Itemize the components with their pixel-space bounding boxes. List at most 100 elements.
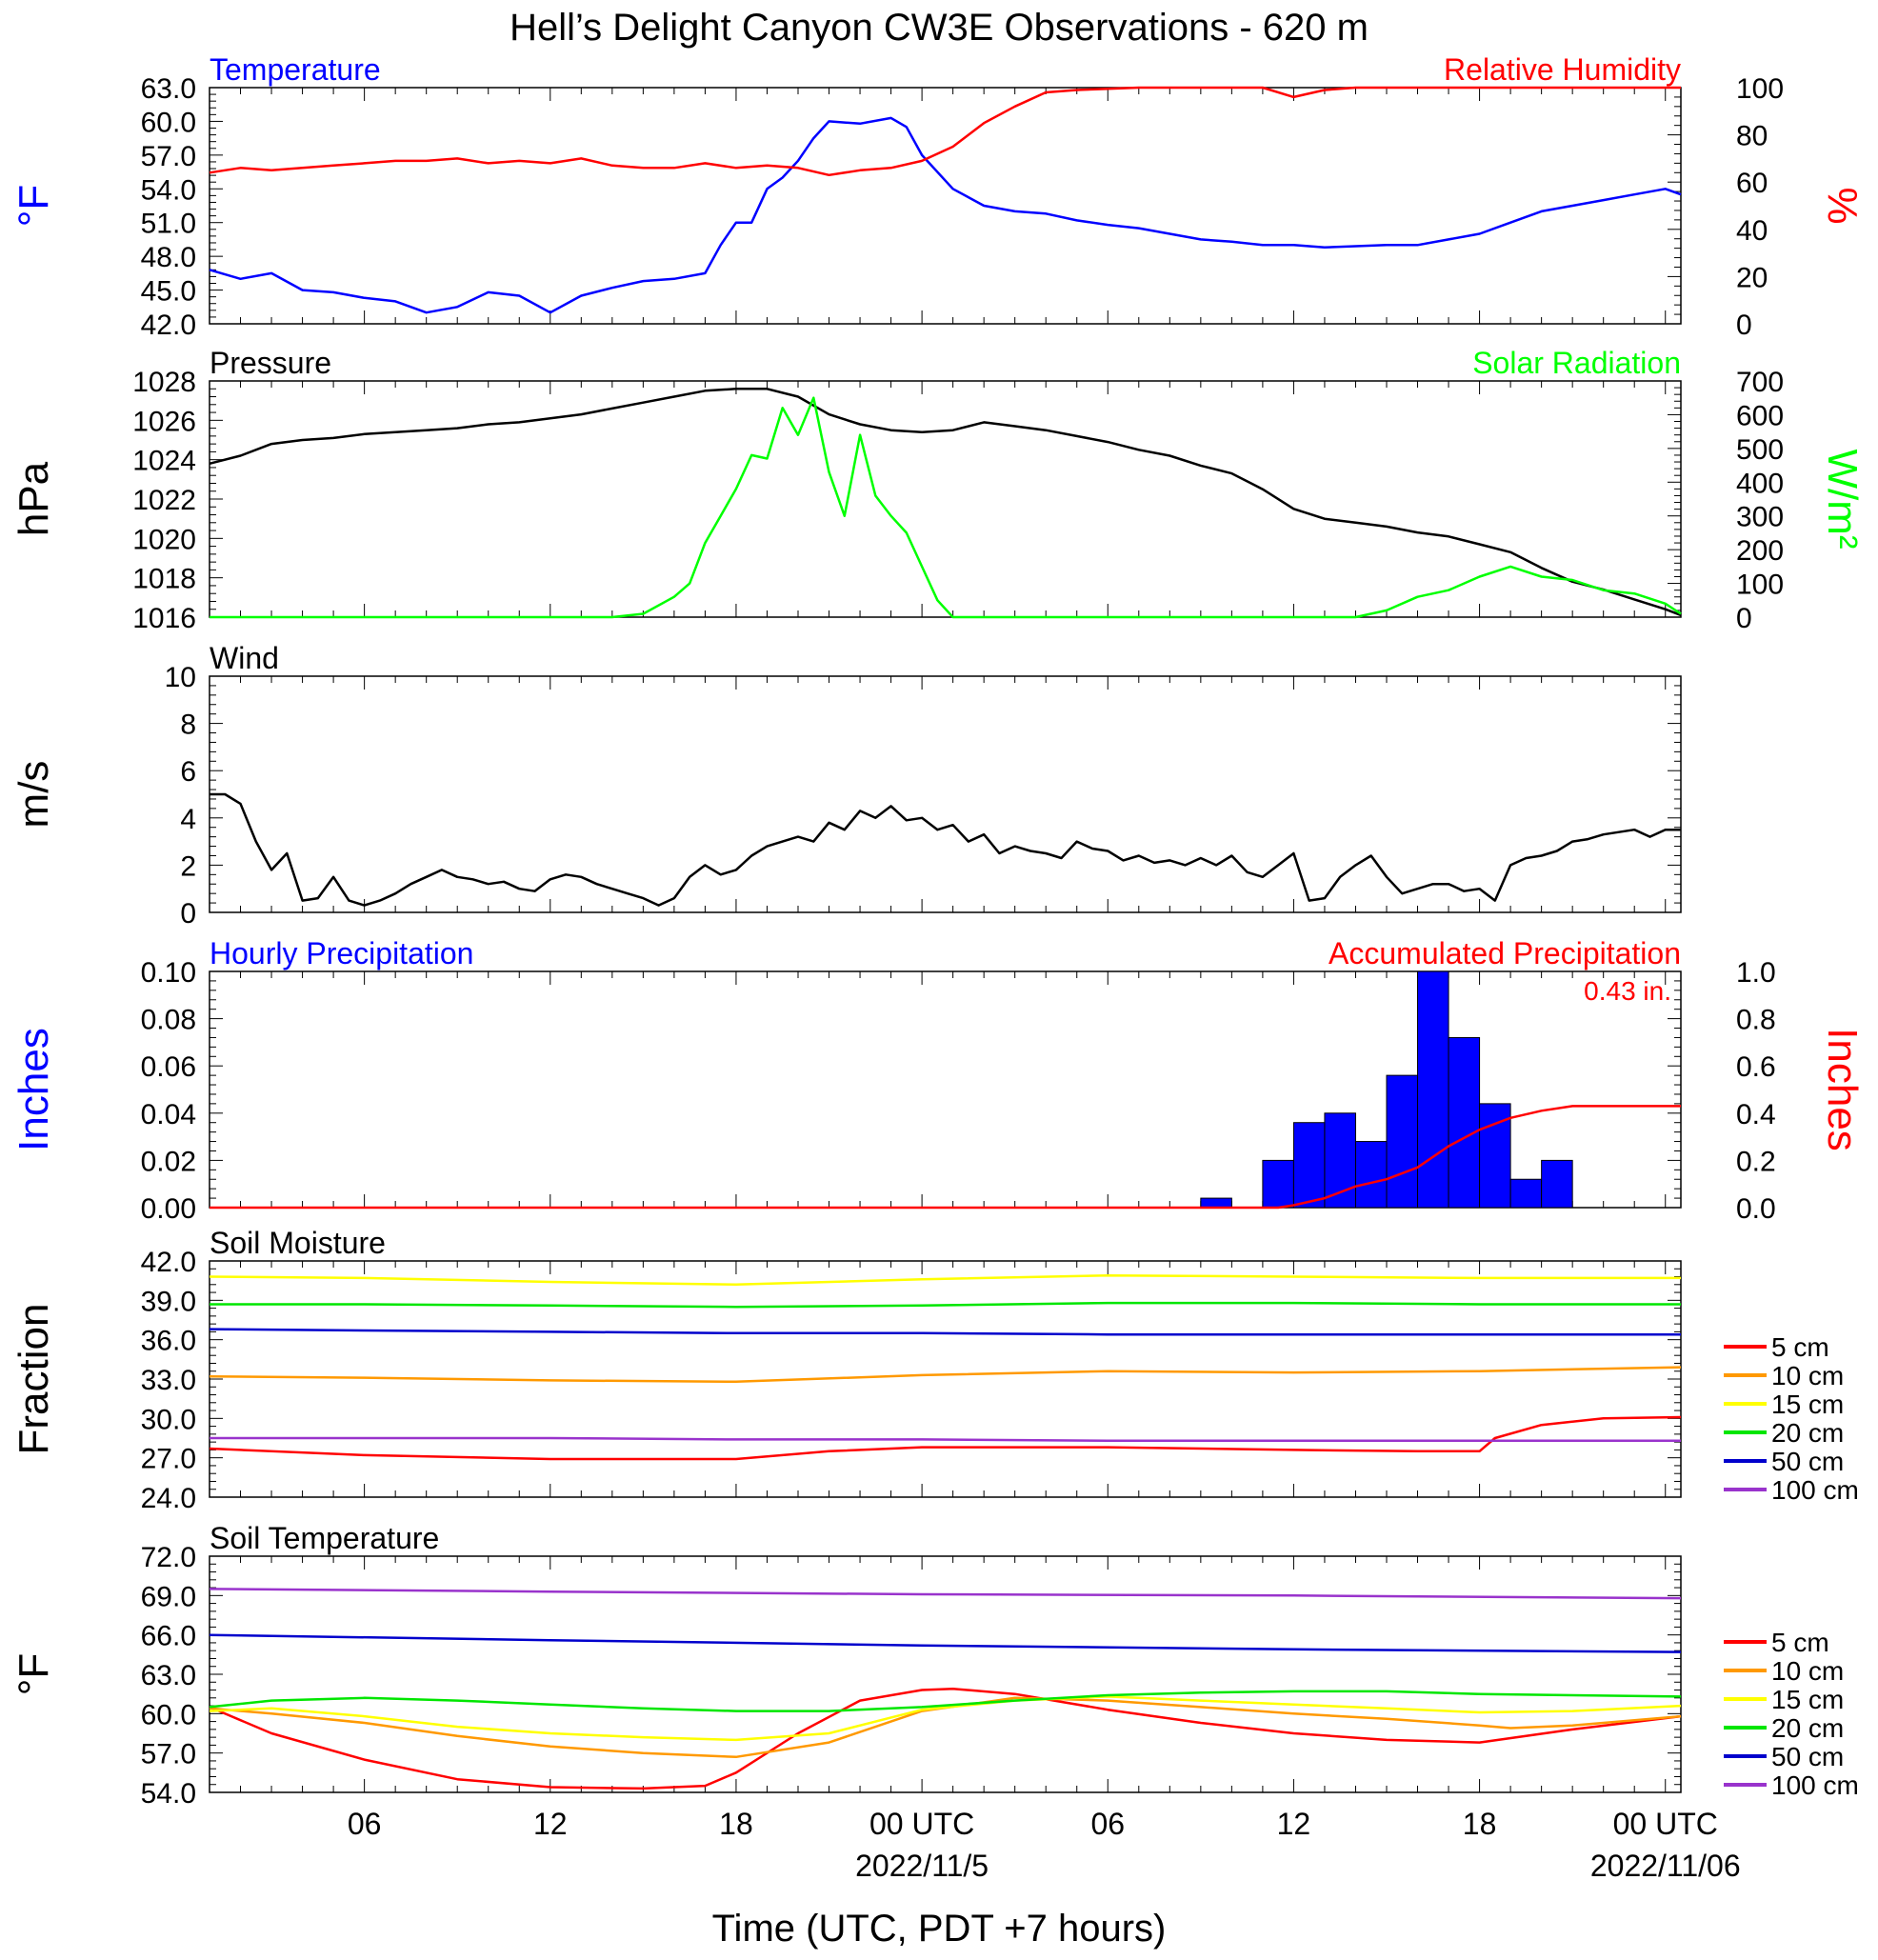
y-tick-label-right: 0.6 <box>1736 1051 1776 1083</box>
x-tick-label: 06 <box>348 1807 382 1841</box>
y-tick-label-left: 45.0 <box>141 276 196 308</box>
x-tick-label: 12 <box>1277 1807 1311 1841</box>
series-line-relative-humidity <box>209 86 1681 177</box>
y-tick-label-right: 300 <box>1736 502 1784 533</box>
series-line-10-cm <box>209 1366 1682 1384</box>
series-line-100-cm <box>209 1588 1682 1600</box>
chart-title: Hell’s Delight Canyon CW3E Observations … <box>509 7 1369 49</box>
panel-pressure_solar: 1028 1026 1024 1022 1020 1018 1016 700600500400… <box>10 346 1866 634</box>
y-tick-label-right: 0.4 <box>1736 1099 1776 1130</box>
y-tick-label-right: 100 <box>1736 570 1784 601</box>
series-line-20-cm <box>210 1301 1681 1309</box>
panel-title-right: Relative Humidity <box>1444 52 1681 87</box>
y-tick-label-right: 400 <box>1736 468 1784 499</box>
x-tick-label: 18 <box>719 1807 753 1841</box>
y-tick-label-right: 500 <box>1736 434 1784 466</box>
y-tick-label-left: 39.0 <box>141 1286 196 1317</box>
y-tick-label-left: 0.02 <box>141 1146 196 1177</box>
y-tick-label-left: 57.0 <box>141 141 196 172</box>
y-tick-label-left: 0 <box>180 898 196 930</box>
precip-bar <box>1354 1141 1388 1209</box>
y-tick-label-left: 0.00 <box>141 1193 196 1225</box>
y-axis-label-left: Inches <box>10 1028 57 1151</box>
panel-wind: 10 8 6 4 2 0 Wind m/s <box>10 641 1682 930</box>
y-tick-label-right: 20 <box>1736 262 1768 293</box>
y-tick-label-right: 60 <box>1736 168 1768 199</box>
y-tick-label-left: 63.0 <box>141 1660 196 1691</box>
y-axis-label-left: Fraction <box>10 1304 57 1455</box>
legend-label: 50 cm <box>1771 1447 1844 1476</box>
y-tick-label-right: 0 <box>1736 310 1752 341</box>
y-tick-label-left: 1020 <box>132 524 196 555</box>
panel-title-left: Wind <box>210 641 279 675</box>
panel-precipitation: 0.10 0.08 0.06 0.04 0.02 0.00 1.0 0.8 0.6 0.4 0.2 0… <box>10 936 1866 1225</box>
precip-bar <box>1262 1159 1294 1209</box>
y-axis-label-left: m/s <box>10 761 57 829</box>
panel-title-left: Soil Temperature <box>210 1521 439 1555</box>
series-line-pressure <box>209 388 1682 617</box>
series-line-20-cm <box>209 1690 1682 1712</box>
y-tick-label-left: 42.0 <box>141 1247 196 1278</box>
precip-bar <box>1386 1074 1419 1209</box>
y-tick-label-right: 80 <box>1736 121 1768 152</box>
panel-temperature_humidity: 63.060.057.054.051.048.045.042.0 100 80 60 4… <box>10 52 1866 341</box>
y-tick-label-left: 1028 <box>132 367 196 398</box>
legend-label: 15 cm <box>1771 1685 1844 1714</box>
y-tick-label-left: 54.0 <box>141 174 196 206</box>
y-tick-label-left: 66.0 <box>141 1621 196 1652</box>
y-tick-label-left: 1022 <box>132 485 196 516</box>
y-tick-label-left: 42.0 <box>141 310 196 341</box>
y-tick-label-right: 200 <box>1736 535 1784 567</box>
y-tick-label-left: 10 <box>165 662 196 693</box>
x-tick-label: 00 UTC <box>869 1807 974 1841</box>
y-axis-label-left: hPa <box>10 461 57 536</box>
y-tick-label-left: 1026 <box>132 406 196 437</box>
series-line-15-cm <box>209 1273 1681 1287</box>
series-line-50-cm <box>209 1328 1681 1336</box>
legend-label: 50 cm <box>1771 1742 1844 1771</box>
y-axis-label-right: % <box>1819 187 1866 224</box>
precip-bar <box>1509 1178 1543 1209</box>
y-tick-label-left: 4 <box>180 804 196 835</box>
y-tick-label-left: 0.04 <box>141 1099 196 1130</box>
panel-title-left: Hourly Precipitation <box>210 936 473 970</box>
y-tick-label-left: 54.0 <box>141 1778 196 1810</box>
y-tick-label-left: 60.0 <box>141 107 196 138</box>
y-tick-label-left: 72.0 <box>141 1542 196 1573</box>
y-tick-label-left: 51.0 <box>141 209 196 240</box>
y-tick-label-right: 600 <box>1736 400 1784 431</box>
series-line-wind <box>210 792 1681 907</box>
legend-label: 10 cm <box>1771 1656 1844 1686</box>
legend-label: 10 cm <box>1771 1361 1844 1390</box>
legend-label: 20 cm <box>1771 1418 1844 1448</box>
y-tick-label-left: 33.0 <box>141 1365 196 1396</box>
x-tick-label: 12 <box>533 1807 568 1841</box>
x-tick-label: 06 <box>1090 1807 1125 1841</box>
y-axis-label-left: °F <box>10 1653 57 1695</box>
y-tick-label-right: 1.0 <box>1736 957 1776 989</box>
x-tick-label: 00 UTC <box>1613 1807 1718 1841</box>
y-tick-label-left: 69.0 <box>141 1581 196 1612</box>
legend-label: 100 cm <box>1771 1475 1859 1505</box>
y-tick-label-left: 57.0 <box>141 1739 196 1770</box>
y-tick-label-left: 1018 <box>132 564 196 595</box>
panel-frame <box>209 87 1682 325</box>
panel-title-left: Soil Moisture <box>210 1226 386 1260</box>
y-tick-label-left: 24.0 <box>141 1483 196 1514</box>
series-line-solar-radiation <box>210 396 1682 619</box>
x-date-label: 2022/11/5 <box>855 1849 989 1883</box>
series-line-100-cm <box>210 1436 1681 1443</box>
legend-label: 100 cm <box>1771 1770 1859 1800</box>
y-tick-label-left: 1024 <box>132 446 196 477</box>
series-line-15-cm <box>209 1695 1682 1742</box>
panel-title-left: Temperature <box>210 52 381 87</box>
panel-soil_moisture: 42.0 39.0 36.0 33.0 30.0 27.0 24.0 Soil Moistur… <box>10 1226 1859 1514</box>
panels: 63.060.057.054.051.048.045.042.010080604… <box>10 52 1866 1810</box>
x-axis: 06 12 18 00 UTC 06 12 18 00 UTC 2022/11/5 2022/11… <box>348 1807 1741 1883</box>
y-tick-label-left: 6 <box>180 756 196 788</box>
y-tick-label-left: 2 <box>180 850 196 882</box>
y-tick-label-left: 1016 <box>132 603 196 634</box>
y-tick-label-right: 700 <box>1736 367 1784 398</box>
y-axis-label-left: °F <box>10 185 57 227</box>
